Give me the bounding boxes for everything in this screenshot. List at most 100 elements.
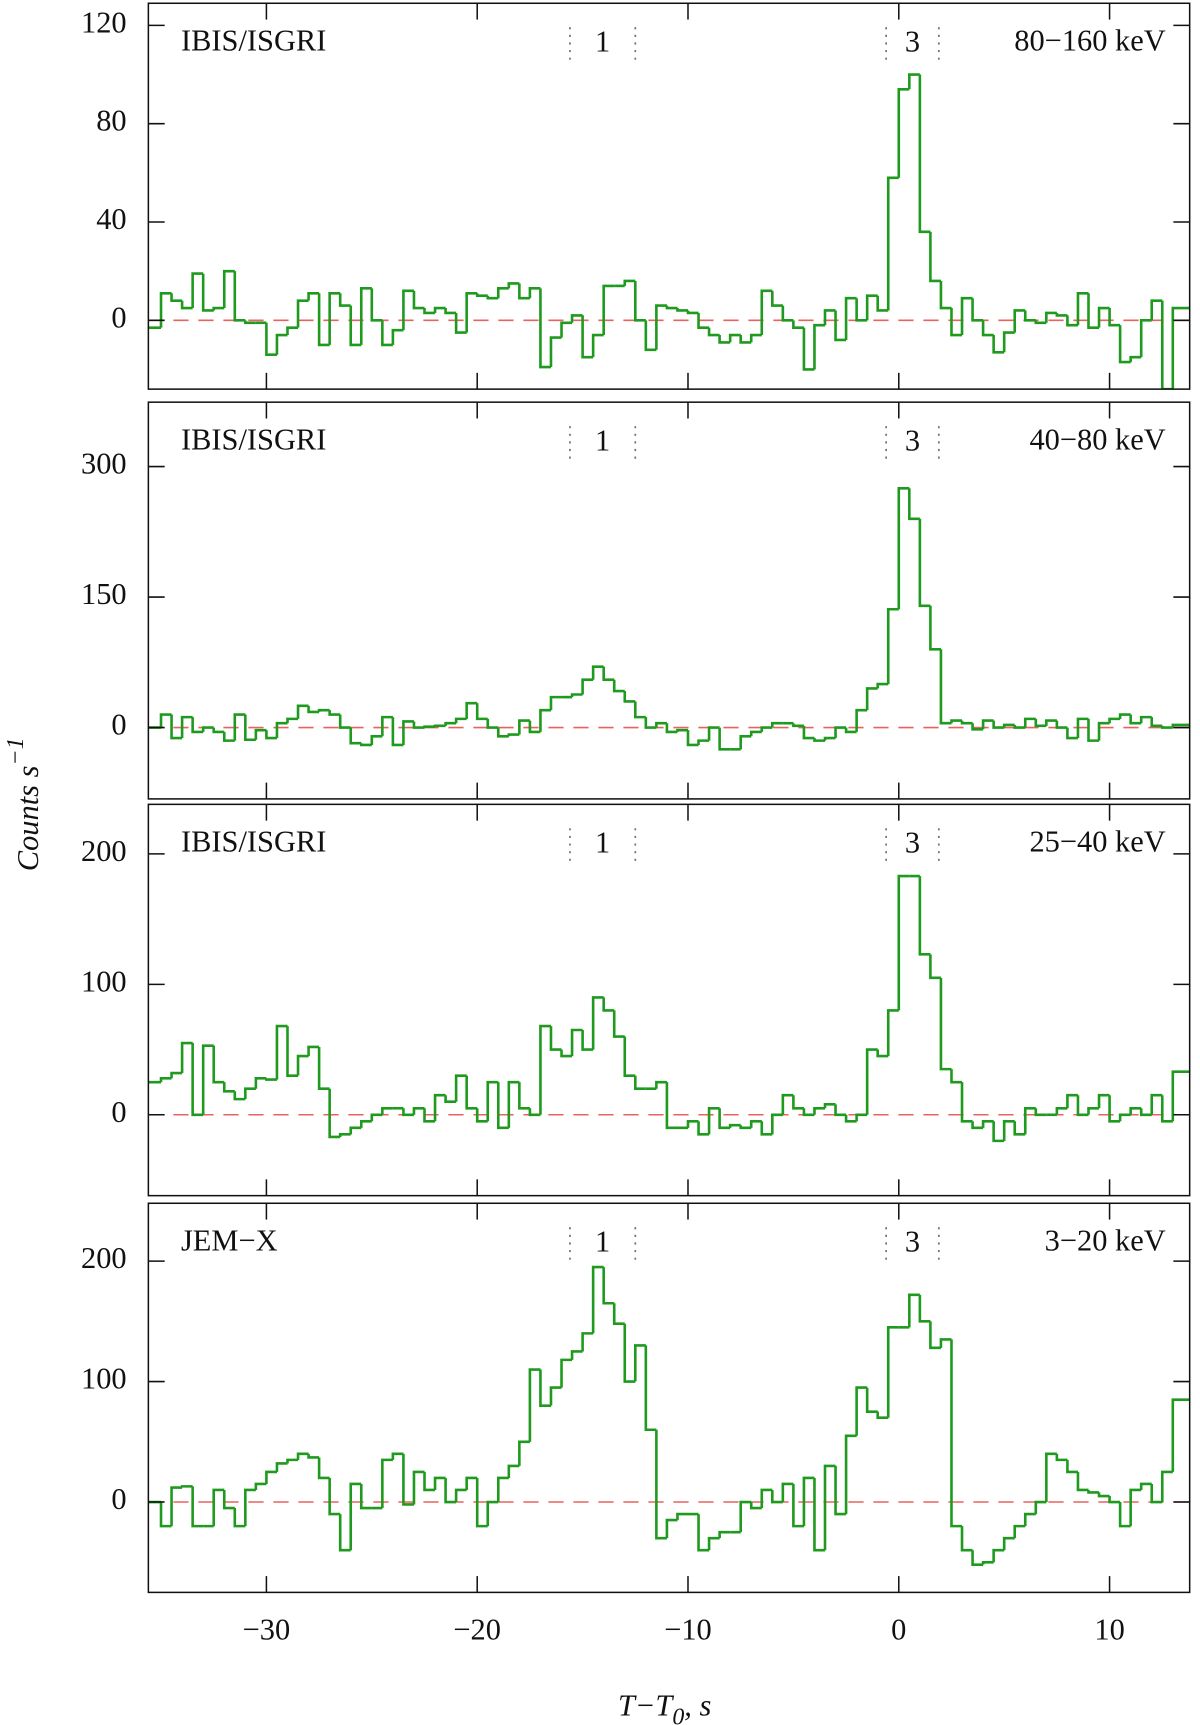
histogram-bin [1108,717,1121,724]
histogram-bin [159,291,172,328]
histogram [148,73,1190,390]
histogram-bin [328,1477,341,1516]
histogram-bin [1087,1489,1100,1494]
histogram-bin [918,876,931,956]
histogram-bin [560,1358,573,1388]
x-tick-label: −10 [664,1613,712,1647]
histogram-bin [718,1108,731,1130]
histogram-bin [813,323,826,370]
histogram-bin [1118,1502,1131,1528]
histogram-bin [317,708,330,712]
histogram-bin [591,1265,604,1334]
histogram-bin [886,1009,899,1057]
histogram-bin [1097,721,1110,741]
histogram-bin [191,1043,204,1117]
histogram-bin [244,320,256,325]
histogram-bin [402,1453,414,1506]
histogram-bin [381,1106,393,1115]
histogram-bin [475,1477,488,1528]
histogram-bin [855,708,868,732]
histogram-bin [781,305,794,322]
histogram-bin [359,1483,372,1510]
histogram-bin [359,1119,372,1128]
histogram-bin [697,312,710,329]
histogram-bin [813,1477,826,1552]
plot-frame [147,803,1191,1197]
histogram-bin [739,335,752,344]
histogram-bin [739,734,752,750]
histogram-bin [233,271,246,322]
histogram-bin [1108,1496,1121,1504]
histogram-bin [1023,717,1036,728]
histogram-bin [539,708,551,732]
y-tick-label: 200 [81,834,127,868]
histogram-bin [265,1470,277,1484]
histogram-bin [180,1485,193,1488]
histogram-bin [1002,1119,1015,1141]
histogram-bin [844,1434,857,1515]
x-axis-label: T−T0, s [618,1689,711,1725]
histogram-bin [317,1046,330,1090]
histogram-bin [528,720,541,734]
histogram-bin [939,1338,952,1348]
histogram-bin [749,333,762,343]
y-tick-label: 100 [81,964,127,998]
histogram-bin [170,1071,183,1079]
histogram-bin [549,1386,562,1406]
histogram-bin [760,289,773,336]
histogram-bin [549,695,562,711]
histogram-bin [1013,309,1026,333]
histogram-bin [402,720,414,745]
histogram-bin [465,701,478,719]
histogram-bin [402,1108,414,1117]
histogram-bin [412,1106,425,1115]
histogram-bin [381,715,393,737]
histogram-bin [1045,719,1057,726]
interval-label: 1 [595,1225,610,1259]
histogram-bin [908,1293,920,1328]
histogram-bin [876,295,889,312]
histogram-bin [865,1387,878,1413]
histogram-bin [570,1028,583,1057]
histogram-bin [570,314,583,323]
histogram-bin [1076,291,1089,326]
histogram-bin [1160,300,1173,390]
histogram-bin [370,734,383,745]
histogram-bin [1108,1095,1121,1123]
histogram-bin [296,299,309,328]
histogram-bin [296,1452,309,1460]
histogram-bin [876,1411,889,1420]
histogram-bin [771,1489,783,1504]
histogram-bin [1013,1524,1026,1539]
histogram-bin [328,1088,341,1139]
histogram-bin [960,296,973,336]
histogram-bin [929,231,941,283]
histogram-bin [623,1323,636,1383]
histogram-bin [454,312,467,334]
histogram-bin [665,1082,678,1130]
histogram-bin [1066,1459,1078,1474]
histogram-bin [233,1091,246,1101]
histogram-bin [855,1113,868,1122]
histogram-bin [697,1514,710,1552]
histogram-bin [1087,718,1100,742]
histogram-bin [180,1041,193,1074]
histogram-bin [1097,1492,1110,1498]
histogram-bin [855,298,868,322]
histogram-bin [718,727,731,751]
histogram-bin [760,1121,773,1136]
histogram-bin [359,743,372,747]
histogram-bin [992,1548,1005,1563]
histogram-bin [918,1294,931,1323]
histogram-bin [918,74,931,234]
histogram-bin [1160,1095,1173,1123]
panel: 1 3 IBIS/ISGRI 25−40 keV 0 100 200 [81,803,1191,1197]
histogram-bin [591,996,604,1050]
histogram-bin [1139,319,1152,358]
histogram-bin [655,304,667,350]
histogram-bin [981,719,994,730]
histogram-bin [581,315,594,359]
histogram-bin [1023,1512,1036,1527]
histogram-bin [707,726,720,741]
histogram-bin [1139,1108,1152,1117]
